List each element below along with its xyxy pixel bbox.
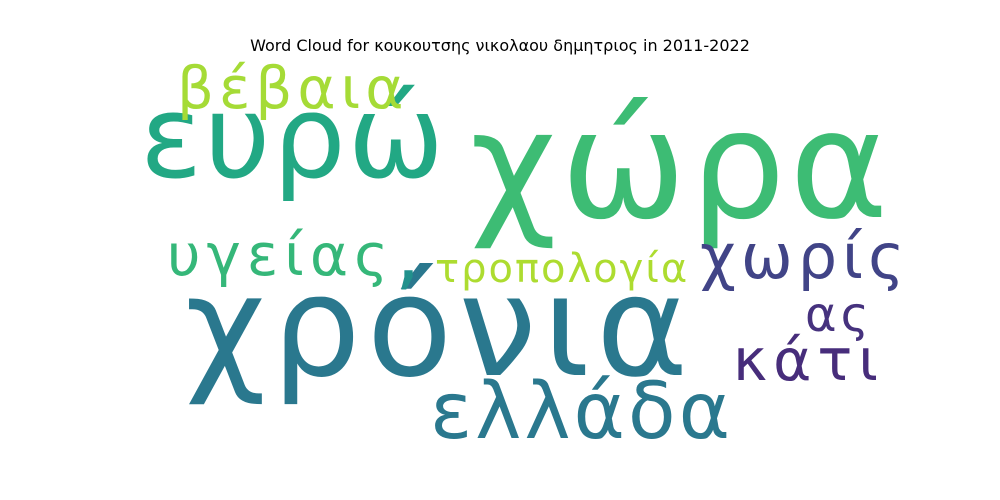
word-8: τροπολογία (435, 246, 690, 292)
word-5: βέβαια (177, 54, 409, 122)
word-11: , (395, 206, 421, 299)
word-1: χώρα (470, 79, 893, 253)
chart-title: Word Cloud for κουκουτσης νικολαου δημητ… (250, 36, 750, 55)
word-2: χρόνια (185, 246, 695, 409)
word-9: κάτι (733, 326, 884, 394)
word-6: υγείας (167, 221, 395, 289)
word-cloud: χώρα χρόνια ευρώ ελλάδα βέβαια υγείας χωρίς τρο… (125, 59, 904, 463)
word-4: ελλάδα (430, 367, 734, 457)
word-3: ευρώ (140, 71, 447, 205)
word-10: ας (805, 287, 873, 343)
word-7: χωρίς (700, 220, 910, 293)
